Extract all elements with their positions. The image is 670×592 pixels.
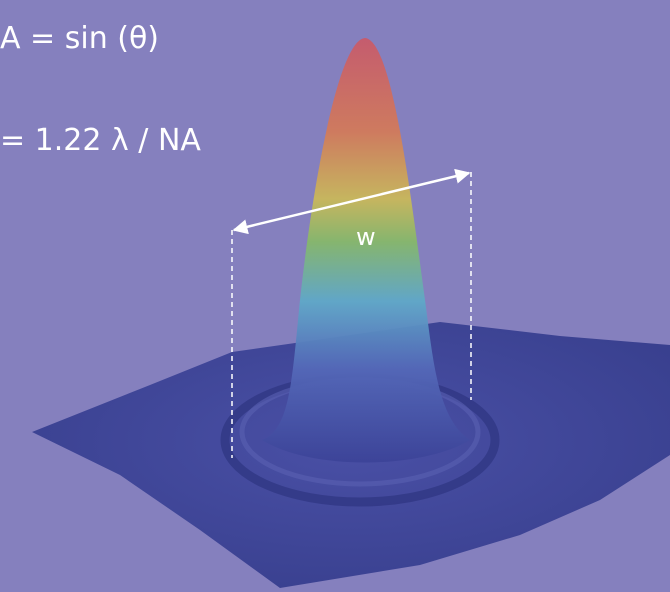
- width-label: w: [356, 223, 376, 251]
- page: A = sin (θ) = 1.22 λ / NA w (() => { con…: [0, 0, 670, 592]
- equation: A = sin (θ): [0, 21, 159, 56]
- slide: A = sin (θ) = 1.22 λ / NA w: [0, 0, 670, 592]
- equation: = 1.22 λ / NA: [0, 123, 201, 158]
